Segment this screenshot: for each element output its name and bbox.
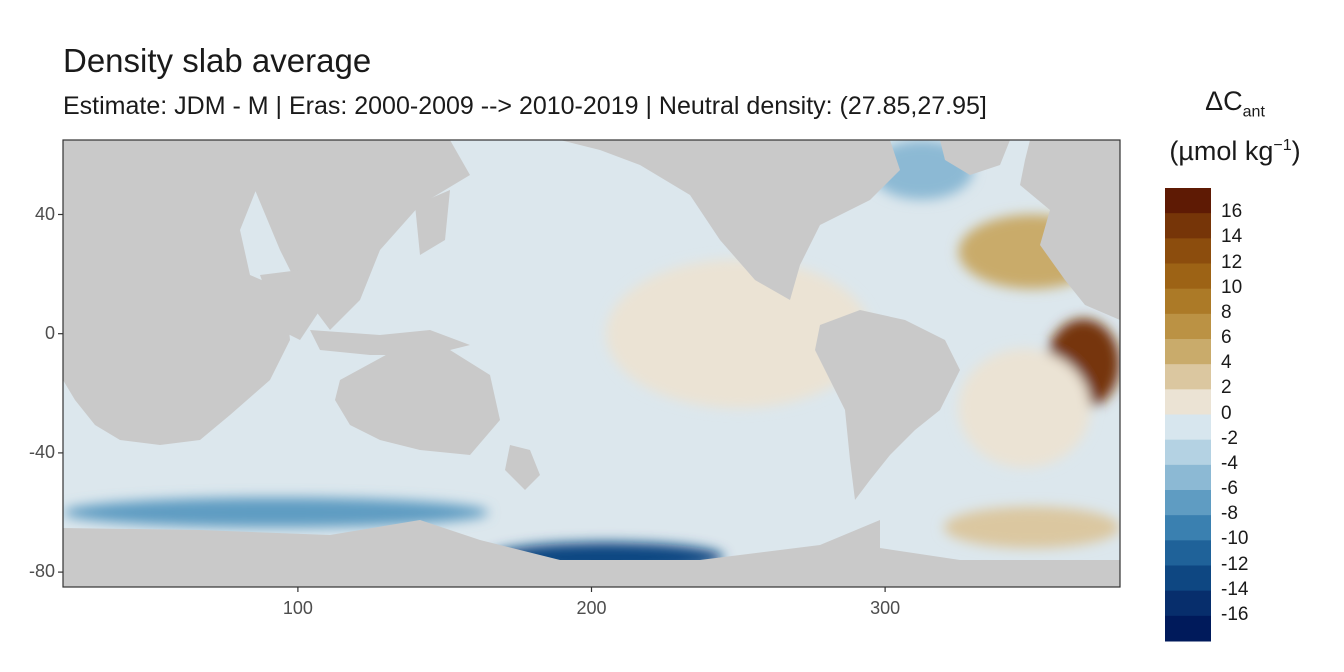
land-north-america (560, 140, 900, 300)
land-new-zealand (505, 445, 540, 490)
land-south-america (815, 310, 960, 500)
legend-label: -8 (1221, 503, 1238, 525)
legend-swatch (1165, 515, 1211, 541)
legend-unit-base: (µmol kg (1169, 136, 1274, 166)
legend-swatch (1165, 188, 1211, 214)
legend-title: ΔCant (1160, 86, 1310, 121)
legend-label: 8 (1221, 301, 1232, 323)
y-tick-label: 40 (34, 203, 55, 224)
legend-swatch (1165, 615, 1211, 642)
land-antarctica (63, 520, 1120, 587)
legend-label: -2 (1221, 427, 1238, 449)
chart-subtitle: Estimate: JDM - M | Eras: 2000-2009 --> … (63, 92, 987, 120)
legend-swatch (1165, 213, 1211, 239)
legend-label: 16 (1221, 201, 1243, 223)
axis-ticks (58, 213, 886, 592)
y-tick-label: -40 (28, 441, 55, 462)
land-masses (63, 140, 1120, 587)
legend-swatch (1165, 464, 1211, 491)
legend-swatch (1165, 540, 1211, 566)
y-tick-label: -80 (28, 561, 55, 582)
legend-colorbar (1165, 188, 1211, 642)
legend-unit-sup: −1 (1273, 137, 1292, 154)
legend-unit: (µmol kg−1) (1160, 136, 1310, 167)
legend-label: 14 (1221, 226, 1243, 248)
legend-label: -12 (1221, 553, 1249, 575)
legend-label: 6 (1221, 327, 1232, 348)
legend-label: 2 (1221, 377, 1232, 399)
land-india (260, 270, 330, 340)
legend-swatch (1165, 490, 1211, 516)
legend-label: 4 (1221, 352, 1232, 374)
x-tick-label: 300 (870, 598, 901, 618)
legend-swatch (1165, 565, 1211, 592)
legend-label: -6 (1221, 478, 1238, 499)
land-japan (415, 190, 450, 255)
land-africa-west (63, 140, 290, 445)
legend-swatch (1165, 263, 1211, 290)
legend-label: -14 (1221, 578, 1249, 600)
region-southern-ocean-negative (63, 497, 489, 528)
legend-swatch (1165, 364, 1211, 390)
legend-swatch (1165, 439, 1211, 466)
legend-swatch (1165, 238, 1211, 264)
legend-label: 0 (1221, 402, 1232, 424)
land-greenland (940, 140, 1010, 175)
legend-swatch (1165, 590, 1211, 617)
legend-swatch (1165, 288, 1211, 315)
x-tick-label: 200 (576, 598, 607, 618)
legend-label: -10 (1221, 528, 1249, 550)
legend-title-sub: ant (1242, 103, 1265, 121)
legend-label: -4 (1221, 452, 1238, 474)
land-australia (335, 350, 500, 455)
x-tick-label: 100 (282, 598, 313, 618)
legend-label: -16 (1221, 603, 1249, 625)
legend-title-main: ΔC (1205, 86, 1243, 116)
region-south-atlantic-plume (958, 348, 1091, 468)
legend-unit-close: ) (1291, 136, 1301, 166)
legend-swatch (1165, 414, 1211, 441)
land-europe-africa-east (1020, 140, 1120, 320)
region-weddell-sea-positive (943, 506, 1120, 549)
legend-swatch (1165, 313, 1211, 340)
y-tick-label: 0 (44, 322, 55, 343)
legend-swatch (1165, 339, 1211, 365)
legend-swatch (1165, 389, 1211, 415)
chart-title: Density slab average (63, 42, 372, 79)
map-panel (63, 140, 1120, 587)
legend-label: 12 (1221, 251, 1243, 273)
region-eastern-pacific-positive (606, 259, 871, 409)
land-indonesia (310, 330, 470, 355)
legend-label: 10 (1221, 276, 1243, 298)
